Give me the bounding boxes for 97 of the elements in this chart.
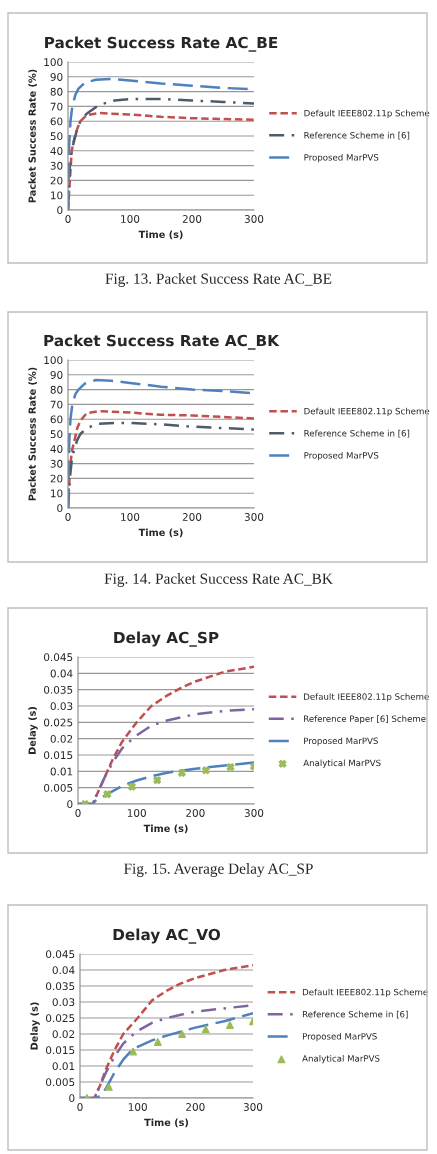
y-tick-label: 50 [50, 132, 63, 141]
caption: Fig. 14. Packet Success Rate AC_BK [104, 573, 333, 587]
y-tick-label: 0.03 [50, 702, 73, 711]
legend-label: Reference Scheme in [6] [302, 1010, 408, 1019]
y-tick-label: 0.035 [46, 982, 75, 991]
x-tick-label: 200 [186, 809, 205, 817]
point [201, 1025, 210, 1034]
y-tick-label: 10 [51, 191, 63, 200]
y-tick-label: 0.045 [46, 950, 75, 959]
y-tick-label: 0.01 [50, 767, 73, 776]
x-tick-label: 300 [244, 513, 264, 521]
y-tick-label: 0.04 [52, 966, 75, 975]
point [128, 782, 136, 791]
chart-title: Delay AC_VO [113, 928, 221, 944]
legend-label: Reference Paper [6] Scheme [304, 715, 426, 724]
y-tick-label: 90 [50, 73, 63, 81]
legend-label: Default IEEE802.11p Scheme [304, 109, 430, 119]
y-tick-label: 0.005 [44, 783, 73, 792]
y-tick-label: 70 [50, 102, 63, 111]
y-tick-label: 20 [50, 474, 63, 483]
x-tick-label: 200 [186, 1103, 205, 1111]
legend-label: Reference Scheme in [6] [304, 131, 410, 140]
y-tick-label: 0.015 [44, 751, 73, 760]
y-tick-label: 0.02 [50, 734, 73, 743]
y-tick-label: 0.01 [52, 1062, 75, 1071]
legend-label: Proposed MarPVS [304, 153, 379, 163]
chart-title: Delay AC_SP [114, 631, 219, 647]
x-tick-label: 100 [121, 215, 140, 223]
y-tick-label: 100 [44, 58, 63, 67]
y-tick-label: 30 [50, 459, 63, 468]
point [225, 1021, 234, 1029]
x-tick-label: 200 [182, 513, 202, 521]
x-axis-title: Time (s) [138, 230, 183, 240]
y-tick-label: 0.02 [52, 1030, 75, 1039]
y-axis-title: Delay (s) [28, 707, 38, 754]
y-tick-label: 40 [50, 445, 63, 453]
y-tick-label: 0.03 [52, 998, 75, 1007]
caption: Fig. 13. Packet Success Rate AC_BE [105, 273, 332, 287]
y-tick-label: 50 [50, 430, 63, 439]
legend-label: Proposed MarPVS [304, 451, 379, 461]
x-tick-label: 300 [243, 1103, 263, 1111]
y-tick-label: 0.015 [46, 1046, 75, 1055]
legend-label: Default IEEE802.11p Scheme [302, 988, 428, 997]
x-axis-title: Time (s) [138, 528, 183, 538]
x-axis-title: Time (s) [143, 824, 188, 834]
x-tick-label: 0 [77, 1103, 83, 1111]
legend-label: Default IEEE802.11p Scheme [304, 693, 429, 702]
y-tick-label: 100 [44, 356, 63, 365]
y-axis-title: Delay (s) [30, 1002, 40, 1050]
point [178, 1030, 187, 1038]
y-tick-label: 0 [57, 504, 63, 513]
y-tick-label: 60 [50, 117, 63, 126]
y-tick-label: 0.045 [44, 653, 73, 662]
point [104, 1082, 113, 1091]
y-tick-label: 10 [51, 489, 63, 498]
y-axis-title: Packet Success Rate (%) [28, 69, 37, 203]
x-tick-label: 100 [127, 809, 146, 817]
point [153, 776, 162, 785]
y-tick-label: 0.04 [50, 669, 73, 678]
y-tick-label: 40 [50, 147, 63, 155]
y-tick-label: 30 [50, 161, 63, 170]
point [177, 769, 186, 777]
legend-label: Default IEEE802.11p Scheme [304, 407, 430, 417]
point [201, 766, 210, 775]
legend-label: Reference Scheme in [6] [304, 429, 410, 438]
x-axis-title: Time (s) [144, 1118, 189, 1128]
y-tick-label: 70 [50, 400, 63, 409]
y-tick-label: 80 [50, 385, 63, 394]
x-tick-label: 200 [182, 215, 202, 223]
y-tick-label: 0.005 [46, 1078, 75, 1087]
caption: Fig. 15. Average Delay AC_SP [124, 863, 313, 877]
x-tick-label: 100 [121, 513, 140, 521]
point [129, 1047, 138, 1056]
x-tick-label: 100 [128, 1103, 147, 1111]
point [226, 763, 235, 772]
legend-label: Proposed MarPVS [304, 737, 378, 746]
y-tick-label: 0 [57, 206, 63, 215]
legend-label: Analytical MarPVS [302, 1055, 380, 1064]
y-tick-label: 60 [50, 415, 63, 424]
point [153, 1038, 162, 1046]
y-tick-label: 0 [69, 1094, 75, 1103]
y-axis-title: Packet Success Rate (%) [28, 367, 37, 501]
y-tick-label: 0.025 [44, 718, 73, 727]
chart-title: Packet Success Rate AC_BK [44, 334, 280, 350]
legend-label: Analytical MarPVS [303, 759, 381, 768]
chart-title: Packet Success Rate AC_BE [45, 36, 278, 52]
point [103, 790, 112, 799]
x-tick-label: 300 [244, 809, 264, 817]
legend-label: Proposed MarPVS [302, 1032, 377, 1042]
x-tick-label: 300 [244, 215, 264, 223]
x-tick-label: 0 [75, 809, 81, 817]
y-tick-label: 0 [67, 800, 73, 809]
y-tick-label: 0.025 [46, 1014, 75, 1023]
y-tick-label: 0.035 [44, 685, 73, 694]
y-tick-label: 80 [50, 87, 63, 96]
y-tick-label: 20 [50, 176, 63, 185]
y-tick-label: 90 [50, 371, 63, 379]
